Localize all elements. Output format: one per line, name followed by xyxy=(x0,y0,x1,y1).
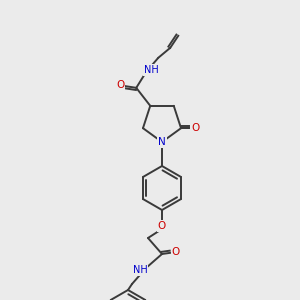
Text: O: O xyxy=(116,80,124,90)
Text: O: O xyxy=(158,221,166,231)
Text: N: N xyxy=(158,137,166,147)
Text: NH: NH xyxy=(133,265,147,275)
Text: O: O xyxy=(191,123,199,133)
Text: NH: NH xyxy=(144,65,159,75)
Text: O: O xyxy=(172,247,180,257)
